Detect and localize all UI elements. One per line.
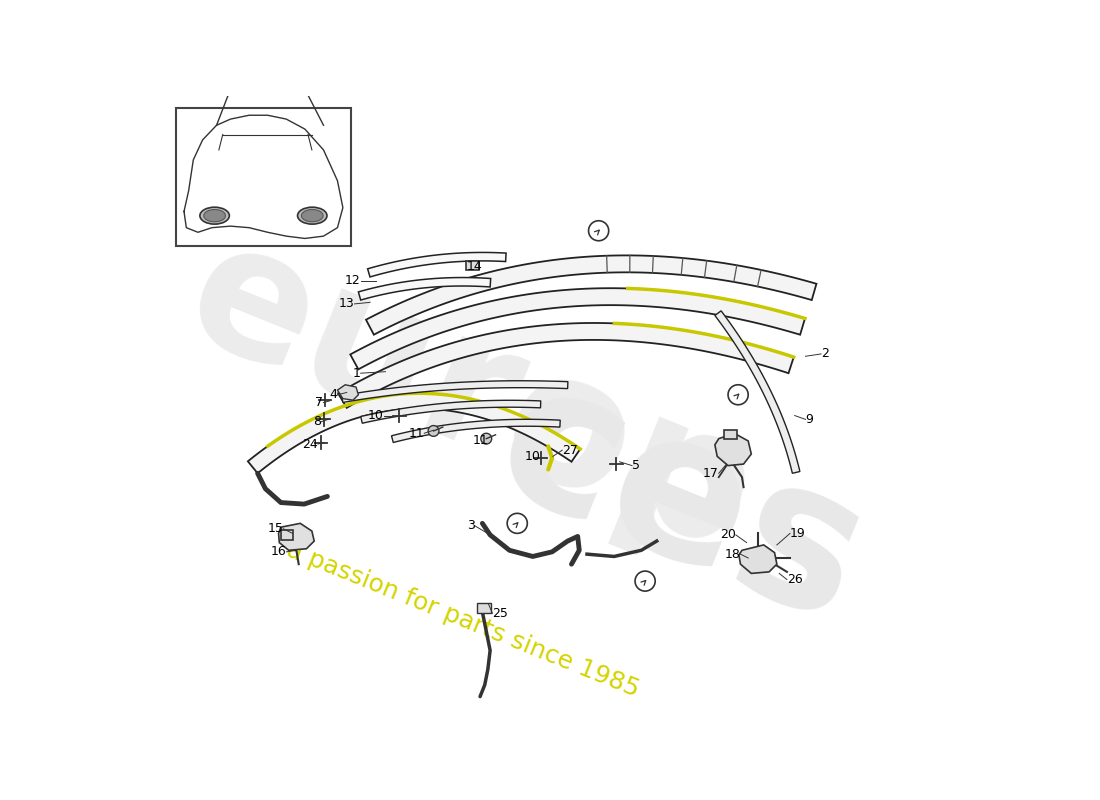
Text: 7: 7	[316, 396, 323, 409]
Polygon shape	[367, 253, 506, 277]
Circle shape	[728, 385, 748, 405]
Text: 4: 4	[330, 388, 338, 402]
Text: a passion for parts since 1985: a passion for parts since 1985	[283, 538, 642, 702]
Polygon shape	[392, 419, 560, 442]
Text: 24: 24	[302, 438, 318, 450]
Text: 3: 3	[466, 519, 474, 532]
Polygon shape	[715, 434, 751, 466]
Text: 13: 13	[339, 298, 354, 310]
Text: 5: 5	[631, 459, 640, 472]
Circle shape	[635, 571, 656, 591]
Polygon shape	[366, 255, 816, 334]
Bar	[477, 602, 491, 613]
Text: 26: 26	[786, 573, 803, 586]
Text: 18: 18	[725, 548, 740, 561]
Text: 1: 1	[353, 366, 361, 380]
Text: 17: 17	[703, 467, 718, 480]
Text: 2: 2	[821, 347, 829, 361]
Text: 10: 10	[525, 450, 540, 463]
Circle shape	[588, 221, 608, 241]
Polygon shape	[359, 278, 491, 300]
Circle shape	[507, 514, 527, 534]
Text: 25: 25	[493, 607, 508, 620]
Polygon shape	[338, 385, 359, 400]
Text: 14: 14	[466, 261, 483, 274]
Polygon shape	[739, 545, 777, 574]
Circle shape	[428, 426, 439, 436]
Ellipse shape	[301, 210, 323, 222]
Bar	[466, 261, 478, 270]
Polygon shape	[342, 381, 568, 402]
Text: 27: 27	[562, 444, 579, 457]
Ellipse shape	[200, 207, 229, 224]
Polygon shape	[715, 311, 800, 474]
Polygon shape	[248, 394, 580, 474]
Text: 11: 11	[473, 434, 488, 447]
Ellipse shape	[204, 210, 226, 222]
Polygon shape	[278, 523, 315, 550]
Text: 19: 19	[790, 527, 806, 540]
Text: 10: 10	[368, 409, 384, 422]
Text: 20: 20	[719, 529, 736, 542]
Text: 9: 9	[805, 413, 813, 426]
Polygon shape	[350, 288, 805, 370]
Polygon shape	[338, 323, 794, 408]
Bar	[176, 107, 351, 246]
Text: 12: 12	[345, 274, 361, 287]
Text: 16: 16	[271, 546, 286, 558]
Text: europ: europ	[163, 204, 779, 589]
Polygon shape	[361, 400, 541, 423]
Circle shape	[481, 434, 492, 444]
Text: ces: ces	[470, 343, 891, 665]
Text: 15: 15	[267, 522, 283, 535]
Text: 11: 11	[408, 426, 425, 440]
Bar	[280, 530, 294, 539]
Bar	[724, 430, 737, 439]
Ellipse shape	[297, 207, 327, 224]
Text: 8: 8	[314, 415, 321, 428]
